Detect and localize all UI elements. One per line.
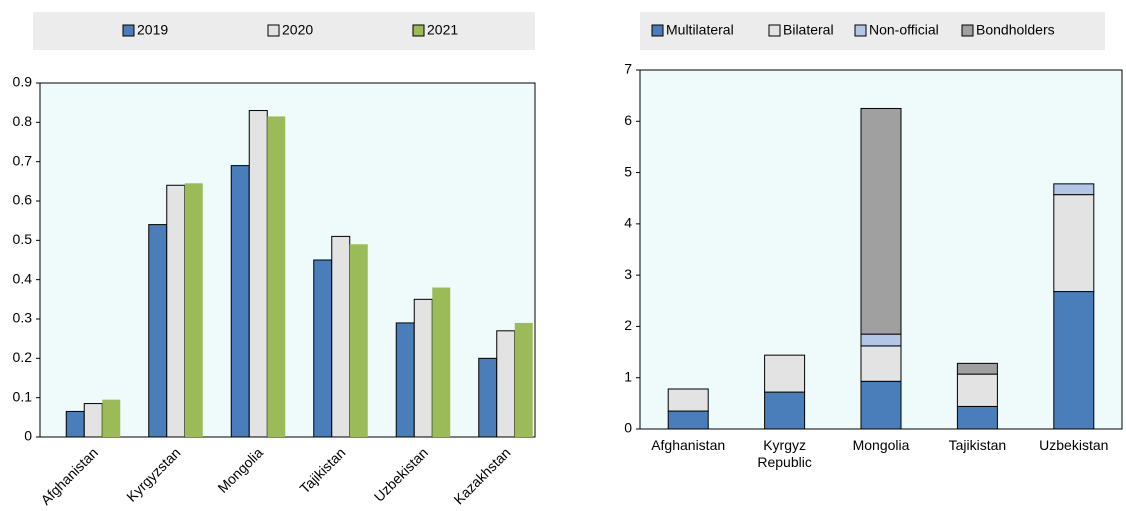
bar-segment <box>956 405 998 430</box>
bar-segment <box>1053 291 1095 430</box>
y-tick-label: 0 <box>24 428 32 444</box>
x-tick-label: Kyrgyz Republic <box>757 437 812 470</box>
bar-segment <box>764 354 806 393</box>
bar-segment <box>956 373 998 407</box>
bar <box>331 235 351 438</box>
y-tick-label: 1 <box>624 368 632 384</box>
legend-label: Multilateral <box>666 22 734 38</box>
bar-segment <box>1053 194 1095 293</box>
y-tick-label: 0 <box>624 420 632 436</box>
y-tick-label: 4 <box>624 215 632 231</box>
bar-segment <box>860 380 902 430</box>
bar-segment <box>1053 183 1095 196</box>
y-tick-label: 0.8 <box>13 113 33 129</box>
bar <box>65 410 85 438</box>
legend-label: Bondholders <box>976 22 1055 38</box>
legend-swatch <box>412 24 425 37</box>
y-tick-label: 3 <box>624 266 632 282</box>
bar <box>413 298 433 438</box>
legend-label: 2019 <box>137 22 168 38</box>
y-tick-label: 0.4 <box>13 270 33 286</box>
legend-label: 2020 <box>282 22 313 38</box>
legend-label: 2021 <box>427 22 458 38</box>
bar <box>496 330 516 438</box>
bar <box>248 110 268 438</box>
legend-swatch <box>768 24 781 37</box>
bar <box>478 357 498 438</box>
legend-box <box>640 12 1105 50</box>
bar <box>148 224 168 438</box>
bar <box>184 183 203 437</box>
bar-segment <box>667 388 709 412</box>
y-tick-label: 7 <box>624 61 632 77</box>
y-tick-label: 0.1 <box>13 388 33 404</box>
y-tick-label: 0.7 <box>13 152 33 168</box>
bar-segment <box>764 391 806 430</box>
x-tick-label: Tajikistan <box>296 444 348 496</box>
bar <box>267 116 286 437</box>
y-tick-label: 6 <box>624 112 632 128</box>
y-tick-label: 5 <box>624 163 632 179</box>
bar <box>102 399 121 437</box>
x-tick-label: Afghanistan <box>651 437 726 453</box>
y-tick-label: 0.2 <box>13 349 33 365</box>
bar-segment <box>956 362 998 375</box>
x-tick-label: Mongolia <box>214 444 266 496</box>
legend-swatch <box>267 24 280 37</box>
legend-swatch <box>854 24 867 37</box>
y-tick-label: 0.5 <box>13 231 33 247</box>
x-tick-label: Mongolia <box>852 437 910 453</box>
bar <box>166 184 186 438</box>
y-tick-label: 0.6 <box>13 192 33 208</box>
legend-box <box>33 12 535 50</box>
legend-label: Non-official <box>869 22 939 38</box>
bar <box>313 259 333 438</box>
bar-segment <box>860 107 902 335</box>
legend-swatch <box>651 24 664 37</box>
x-tick-label: Uzbekistan <box>1039 437 1109 453</box>
bar <box>230 165 250 438</box>
y-tick-label: 2 <box>624 317 632 333</box>
bar <box>83 403 103 438</box>
legend-label: Bilateral <box>783 22 834 38</box>
x-tick-label: Kazakhstan <box>450 444 513 507</box>
bar-segment <box>667 410 709 430</box>
x-tick-label: Afghanistan <box>37 444 101 508</box>
bar <box>395 322 415 438</box>
legend-swatch <box>122 24 135 37</box>
y-tick-label: 0.9 <box>13 74 33 90</box>
bar <box>349 244 368 437</box>
y-tick-label: 0.3 <box>13 310 33 326</box>
bar-segment <box>860 345 902 382</box>
bar <box>432 287 451 437</box>
x-tick-label: Tajikistan <box>948 437 1007 453</box>
legend-swatch <box>961 24 974 37</box>
bar-segment <box>860 333 902 347</box>
plot-area <box>39 82 536 438</box>
x-tick-label: Uzbekistan <box>371 444 431 504</box>
bar <box>514 322 533 437</box>
x-tick-label: Kyrgyzstan <box>123 444 183 504</box>
